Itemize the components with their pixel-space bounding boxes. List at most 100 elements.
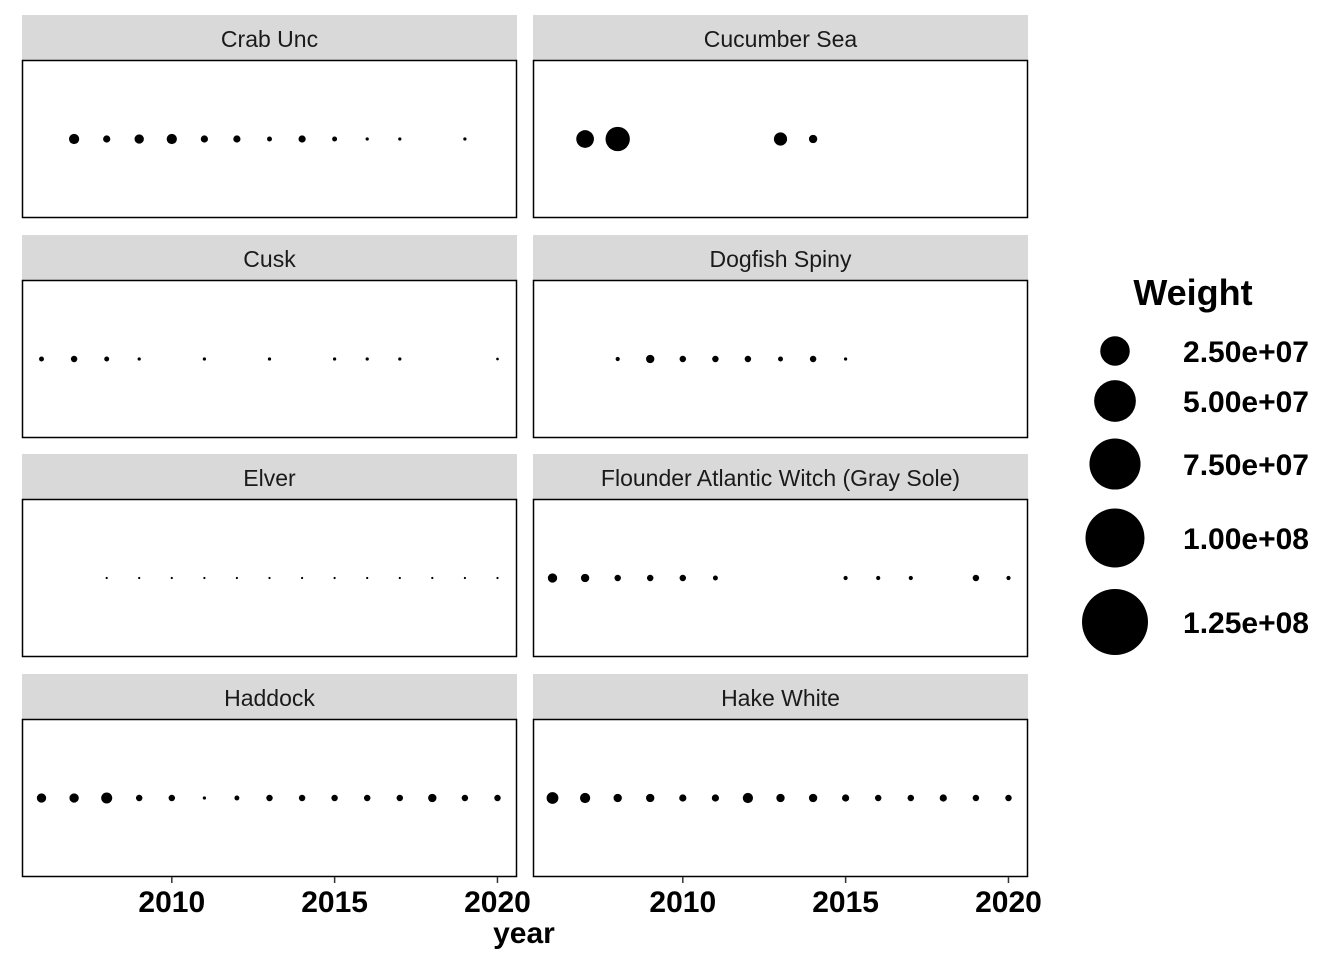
x-tick-label: 2015 [301,886,368,919]
data-point [463,576,466,580]
data-point [36,793,47,803]
data-point [268,576,271,580]
legend-key [1085,508,1145,568]
facet-strip [22,235,517,280]
data-point [773,132,788,146]
data-point [233,135,241,143]
size-legend: Weight 2.50e+07 5.00e+07 7.50e+07 1.00e+08 1… [1082,272,1309,655]
legend-title: Weight [1133,272,1252,313]
data-point [428,793,437,803]
data-point [332,136,338,142]
facet-strip [22,674,517,719]
data-point [105,576,108,580]
data-point [614,574,621,582]
data-point [972,794,980,802]
facet-strip-label: Cucumber Sea [704,26,858,52]
data-point [298,794,306,802]
data-point [267,136,272,142]
data-point [301,576,304,580]
facet-panel: Flounder Atlantic Witch (Gray Sole) [532,454,1029,658]
facet-strip [533,454,1028,499]
data-point [461,794,469,802]
facet-panel: Hake White [532,674,1029,878]
data-point [363,794,371,802]
facet-strip [22,454,517,499]
data-point [494,794,501,802]
legend-key [1100,336,1130,366]
facet-strip-label: Dogfish Spiny [710,246,852,272]
panel-border [532,498,1029,658]
data-point [841,794,850,802]
data-point [843,575,848,581]
data-point [101,792,113,804]
data-point [69,793,79,803]
data-point [463,137,467,141]
facet-panel: Crab Unc [21,15,518,219]
facet-panel: Elver [21,454,518,658]
data-point [365,137,369,141]
data-point [135,794,143,802]
data-point [679,574,687,582]
x-axes: 2010 2015 2020 2010 2015 2020 [138,877,1042,919]
x-tick-label: 2020 [975,886,1042,919]
facet-strip-label: Haddock [224,685,315,711]
data-point [137,357,141,361]
data-point [365,357,369,361]
data-point [298,135,306,143]
facet-strip-label: Hake White [721,685,840,711]
data-point [778,356,783,362]
facet-strip [533,235,1028,280]
data-point [398,357,402,361]
facet-panel: Haddock [21,674,518,878]
data-point [202,796,207,800]
data-point [579,792,591,804]
data-point [496,576,499,580]
facet-panels: Crab Unc Cucumber Sea Cusk Dogfish Spiny Elv… [21,15,1029,878]
data-point [646,793,655,803]
facet-panel: Cusk [21,235,518,439]
legend-label: 1.25e+08 [1183,607,1309,640]
data-point [615,356,620,362]
data-point [103,135,111,143]
data-point [202,357,207,361]
data-point [876,575,881,581]
data-point [646,354,655,364]
data-point [366,576,369,580]
data-point [874,794,882,802]
data-point [396,794,404,802]
data-point [39,356,44,362]
data-point [679,355,687,363]
facet-strip [533,15,1028,60]
legend-label: 7.50e+07 [1183,449,1309,482]
facet-strip-label: Crab Unc [221,26,318,52]
facet-strip-label: Flounder Atlantic Witch (Gray Sole) [601,465,960,491]
x-tick-label: 2010 [138,886,205,919]
data-point [431,576,434,580]
data-point [939,794,947,802]
data-point [744,355,752,363]
data-point [398,576,401,580]
data-point [496,357,499,361]
data-point [843,357,848,361]
data-point [134,134,144,144]
data-point [547,573,558,583]
data-point [613,793,622,803]
facet-strip [533,674,1028,719]
facet-panel: Cucumber Sea [532,15,1029,219]
data-point [712,355,719,363]
data-point [68,133,80,145]
data-point [168,794,176,802]
data-point [972,574,980,582]
data-point [331,794,338,802]
data-point [138,576,141,580]
data-point [908,575,913,581]
data-point [398,137,402,141]
data-point [808,793,818,803]
data-point [907,794,915,802]
data-point [333,576,336,580]
data-point [234,795,240,801]
x-tick-label: 2010 [649,886,716,919]
data-point [203,576,206,580]
data-point [1006,575,1011,581]
